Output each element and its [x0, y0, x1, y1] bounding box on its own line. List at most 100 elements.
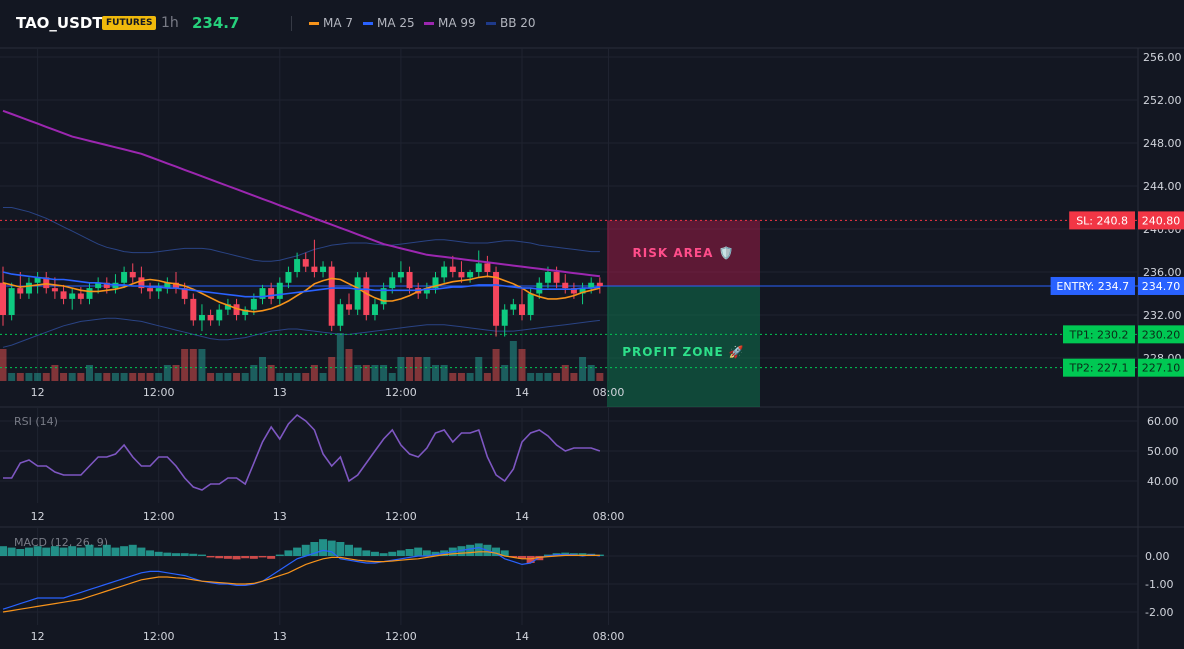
candle-body [138, 277, 145, 289]
volume-bar [215, 373, 223, 381]
volume-bar [449, 373, 457, 381]
macd-histogram-bar [414, 547, 423, 556]
candle-body [190, 298, 197, 321]
candle-body [458, 272, 465, 278]
macd-histogram-bar [137, 547, 146, 556]
volume-bar [172, 365, 180, 381]
header-divider [291, 16, 292, 31]
macd-histogram-bar [197, 554, 206, 556]
macd-histogram-bar [215, 556, 224, 559]
volume-bar [259, 357, 266, 381]
candle-body [242, 309, 249, 315]
macd-pane[interactable]: MACD (12, 26, 9) [0, 536, 604, 613]
time-tick-label: 14 [515, 630, 529, 643]
price-pane[interactable]: RISK AREA 🛡️ PROFIT ZONE 🚀 SL: 240.8 ENTRY:… [0, 109, 1138, 407]
candle-body [164, 282, 171, 289]
legend-ma7-swatch [309, 22, 319, 25]
volume-bar [155, 373, 163, 381]
volume-bar [492, 349, 500, 381]
volume-bar [284, 373, 292, 381]
macd-histogram-bar [293, 547, 302, 556]
volume-bar [293, 373, 301, 381]
volume-bar [432, 365, 439, 381]
candle-body [250, 298, 257, 310]
macd-histogram-bar [301, 544, 310, 556]
volume-bar [509, 341, 517, 381]
macd-histogram-bar [362, 550, 371, 556]
volume-bar [8, 373, 16, 381]
time-tick-label: 13 [273, 386, 287, 399]
legend-ma25[interactable]: MA 25 [363, 16, 415, 30]
macd-histogram-bar [431, 551, 440, 556]
volume-bar [146, 373, 154, 381]
macd-histogram-bar [422, 550, 431, 556]
volume-bar [501, 365, 509, 381]
candle-body [320, 266, 327, 272]
volume-bar [406, 357, 414, 381]
time-tick-label: 13 [273, 630, 287, 643]
volume-bar [579, 357, 587, 381]
rsi-pane[interactable]: RSI (14) [3, 413, 601, 491]
volume-bar [68, 373, 76, 381]
legend-ma99-swatch [424, 22, 434, 25]
candle-body [527, 293, 534, 315]
macd-histogram-bar [543, 554, 552, 556]
macd-histogram-bar [85, 544, 94, 556]
macd-histogram-bar [50, 546, 59, 556]
volume-bar [51, 365, 59, 381]
candle-body [596, 282, 603, 286]
candle-body [294, 259, 301, 272]
rsi-tick-label: 40.00 [1147, 475, 1179, 488]
candle-body [354, 277, 361, 310]
volume-bar [535, 373, 543, 381]
macd-histogram-bar [59, 547, 68, 556]
volume-bar [198, 349, 206, 381]
volume-bar [587, 365, 595, 381]
macd-title: MACD (12, 26, 9) [14, 536, 108, 549]
tp1-label: TP1: 230.2 [1068, 328, 1128, 341]
legend-bb20[interactable]: BB 20 [486, 16, 536, 30]
macd-histogram-bar [24, 547, 33, 556]
volume-bar [181, 349, 189, 381]
legend-ma99[interactable]: MA 99 [424, 16, 476, 30]
time-tick-label: 14 [515, 510, 529, 523]
candle-body [432, 277, 439, 289]
macd-histogram-bar [457, 546, 466, 556]
symbol-name[interactable]: TAO_USDT [16, 14, 103, 32]
candle-body [0, 282, 6, 315]
timeframe-label[interactable]: 1h [161, 15, 179, 31]
candle-body [501, 309, 508, 326]
sl-label: SL: 240.8 [1076, 214, 1128, 227]
macd-line [2, 546, 600, 610]
risk-zone-label: RISK AREA 🛡️ [633, 246, 735, 260]
tp1-axis-box [1138, 325, 1184, 344]
macd-histogram-bar [336, 542, 345, 556]
macd-tick-label: -1.00 [1145, 578, 1173, 591]
time-tick-label: 12:00 [143, 510, 175, 523]
macd-histogram-bar [578, 553, 587, 556]
macd-histogram-bar [405, 549, 414, 556]
candle-body [406, 272, 413, 289]
candle-body [328, 266, 335, 326]
volume-bar [544, 373, 552, 381]
candle-body [337, 304, 344, 326]
macd-histogram-bar [241, 556, 250, 559]
candle-body [302, 259, 309, 267]
macd-histogram-bar [0, 546, 7, 556]
macd-histogram-bar [16, 549, 25, 556]
macd-histogram-bar [518, 556, 526, 559]
legend-ma7[interactable]: MA 7 [309, 16, 353, 30]
entry-label-box [1050, 276, 1135, 295]
macd-histogram-bar [111, 547, 120, 556]
macd-histogram-bar [163, 552, 172, 556]
candle-body [553, 272, 560, 283]
candle-body [8, 288, 15, 315]
price-tick-label: 236.00 [1143, 266, 1182, 279]
candle-body [519, 304, 525, 315]
volume-bar [423, 357, 431, 381]
macd-histogram-bar [353, 547, 362, 556]
volume-bar [250, 365, 258, 381]
volume-bar [466, 373, 474, 381]
volume-bar [596, 373, 604, 381]
